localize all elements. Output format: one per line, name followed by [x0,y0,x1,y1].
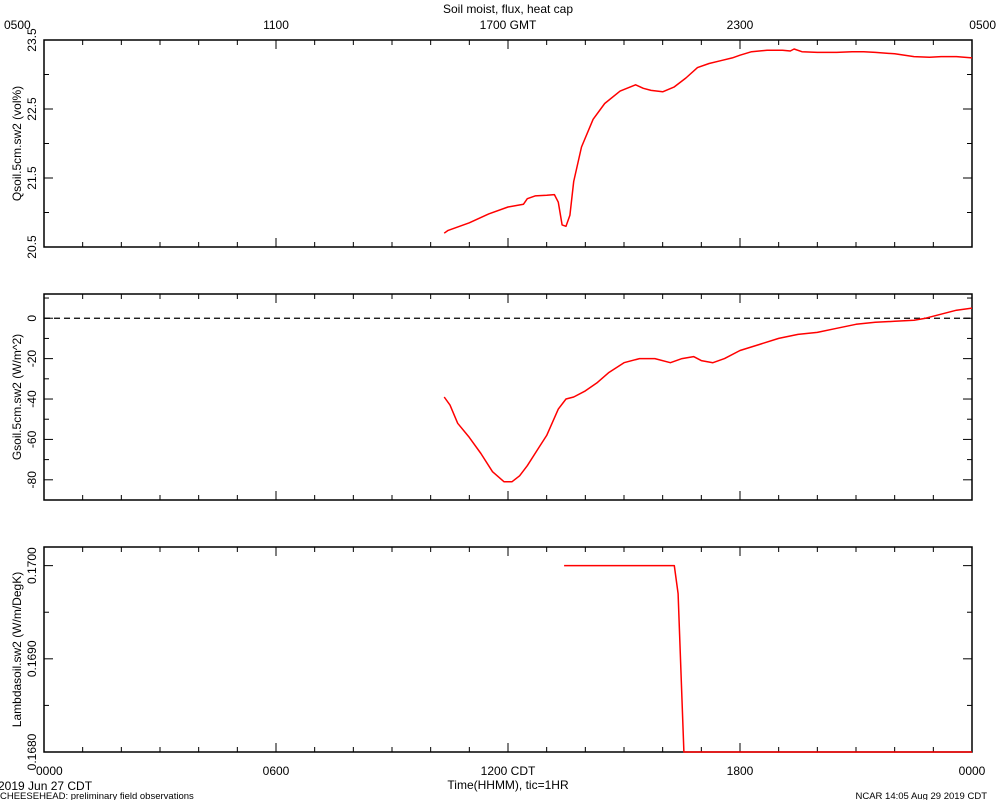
panel-1: 20.5 21.5 22.5 23.5 Qsoil.5cm.sw2 (vol%) [10,28,973,259]
footer-project: CHEESEHEAD: preliminary field observatio… [0,791,194,800]
y-tick-label: 20.5 [25,235,39,259]
y-axis-title: Qsoil.5cm.sw2 (vol%) [10,86,24,201]
x-tick-label: 0000 [959,764,986,778]
y-tick-label: 0.1690 [25,640,39,677]
x-axis-title: Time(HHMM), tic=1HR [447,778,569,792]
x-tick-label: 0600 [263,764,290,778]
y-axis-title: Gsoil.5cm.sw2 (W/m^2) [10,334,24,460]
y-axis-title: Lambdasoil.sw2 (W/m/DegK) [10,572,24,727]
top-x-tick-label: 0500 [4,18,31,32]
y-tick-label: 23.5 [25,28,39,52]
chart-title: Soil moist, flux, heat cap [443,2,573,16]
x-tick-label: 1800 [727,764,754,778]
series-line-panel-3 [564,564,972,753]
y-tick-label: -60 [25,430,39,448]
top-x-tick-label: 0500 [969,18,996,32]
bottom-axis-labels: 0000 0600 1200 CDT 1800 0000 [36,764,986,778]
series-line-panel-1 [443,48,973,234]
panel-frame [43,39,973,248]
footer-stamp: NCAR 14:05 Aug 29 2019 CDT [856,791,988,800]
footer-date: 2019 Jun 27 CDT [0,779,93,793]
top-x-tick-label: 2300 [727,18,754,32]
panel-frame [43,293,973,501]
y-tick-label: 0 [25,315,39,322]
y-tick-label: 0.1700 [25,547,39,584]
y-tick-label: -80 [25,471,39,489]
y-tick-label: 21.5 [25,166,39,190]
y-tick-label: -40 [25,390,39,408]
top-axis-labels: 0500 1100 1700 GMT 2300 0500 [4,18,996,32]
y-tick-label: 0.1680 [25,733,39,770]
panel-frame [43,546,973,753]
top-x-tick-label: 1700 GMT [480,18,537,32]
x-tick-label: 1200 CDT [481,764,536,778]
x-tick-label: 0000 [36,764,63,778]
y-tick-label: 22.5 [25,97,39,121]
top-x-tick-label: 1100 [263,18,289,32]
y-tick-label: -20 [25,350,39,368]
panel-2: -80 -60 -40 -20 0 Gsoil.5cm.sw2 (W/m^2) [10,293,973,501]
series-line-panel-2 [443,307,973,483]
